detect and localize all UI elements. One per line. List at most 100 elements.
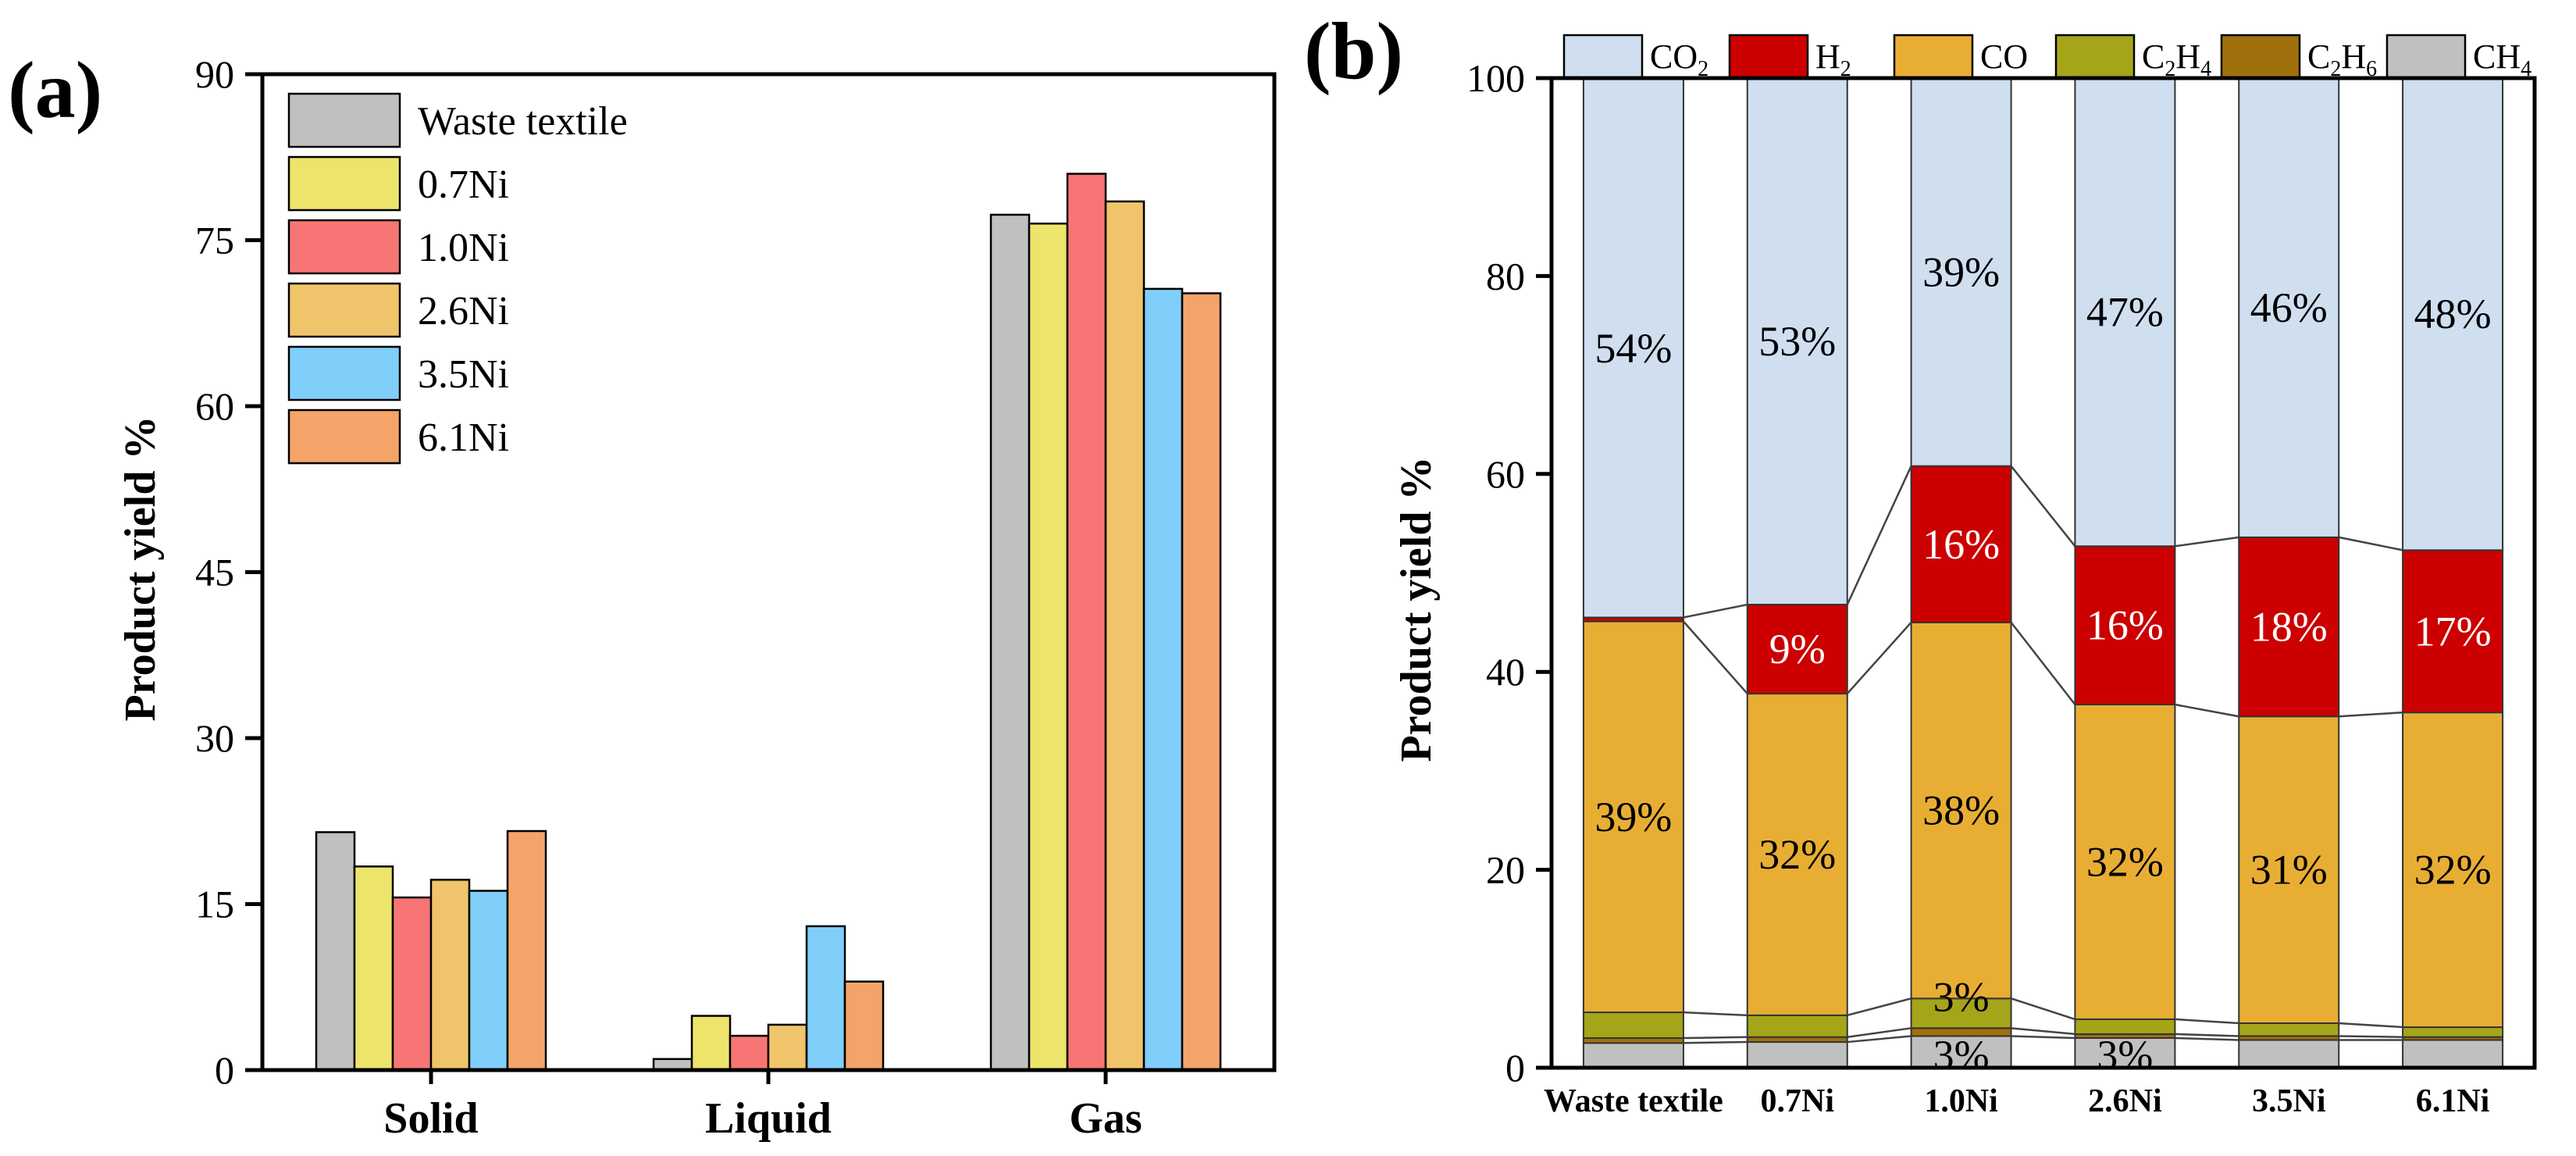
panel-a-legend-swatch <box>287 92 401 148</box>
panel-a-bar-2-6ni-solid <box>429 879 471 1072</box>
panel-b-percent-label: 48% <box>2414 291 2492 337</box>
panel-a-legend-label: 0.7Ni <box>418 162 509 207</box>
panel-a-y-tick-label: 90 <box>195 52 234 96</box>
panel-a-plot-frame <box>260 72 1277 1072</box>
panel-b-percent-label: 54% <box>1594 325 1672 372</box>
panel-a-bar-waste-textile-solid <box>315 831 356 1072</box>
panel-a-bar-1-0ni-liquid <box>729 1034 770 1072</box>
panel-b-percent-label: 3% <box>1933 973 1990 1020</box>
panel-b-connector-line <box>1683 603 1748 619</box>
panel-b-percent-label: 32% <box>1758 831 1836 878</box>
panel-b-connector-line <box>2175 1033 2239 1037</box>
panel-b-legend-swatch <box>2220 34 2301 80</box>
panel-b-connector-line <box>2339 536 2403 551</box>
panel-b-legend-label: CO2 <box>1650 37 1708 81</box>
panel-b-connector-line <box>2010 465 2076 548</box>
panel-b-segment-co-2 <box>1910 621 2012 1000</box>
panel-b-percent-label: 53% <box>1758 318 1836 365</box>
panel-b-percent-label: 32% <box>2086 838 2164 885</box>
panel-b-legend-swatch <box>1562 34 1644 80</box>
panel-b-segment-c2h4-1 <box>1746 1014 1848 1038</box>
panel-a-legend-swatch <box>287 282 401 338</box>
panel-b-connector-line <box>2010 622 2076 705</box>
panel-b-legend-swatch <box>2054 34 2136 80</box>
panel-b-label: (b) <box>1304 6 1403 96</box>
panel-b-legend-label: CH4 <box>2473 37 2531 81</box>
panel-b-segment-h2-1 <box>1746 604 1848 695</box>
panel-b-connector-line <box>1847 1027 1912 1038</box>
panel-a-y-axis-title: Product yield % <box>116 416 165 722</box>
panel-b-connector-line <box>1683 1040 1748 1044</box>
panel-b-y-tick-label: 0 <box>1505 1046 1525 1090</box>
panel-a-bar-waste-textile-gas <box>989 213 1031 1072</box>
panel-a-bar-2-6ni-gas <box>1104 200 1145 1072</box>
panel-b-connector-line <box>2175 703 2239 718</box>
panel-b-connector-line <box>1846 622 1912 694</box>
panel-b-y-tick-label: 80 <box>1486 254 1525 298</box>
panel-b-connector-lines <box>1682 465 2403 1044</box>
panel-b-percent-label: 3% <box>2097 1032 2153 1079</box>
panel-b-plot-frame <box>1549 76 2537 1070</box>
panel-b-connector-line <box>1846 466 1912 605</box>
panel-b-category-label: 2.6Ni <box>2088 1083 2162 1119</box>
panel-a-category-label: Solid <box>383 1094 478 1143</box>
panel-b-percent-label: 38% <box>1922 787 2000 834</box>
panel-b-percent-labels: 39% 54% 32% 9% 53% 3% 3% 38% 16% 39% 3% 32% 16% 47% 31… <box>1594 248 2491 1079</box>
panel-b-segment-c2h4-2 <box>1910 997 2012 1029</box>
panel-a-category-label: Gas <box>1069 1094 1142 1143</box>
panel-b-segment-co-4 <box>2238 715 2340 1024</box>
panel-a-bar-1-0ni-gas <box>1066 173 1107 1072</box>
panel-b-percent-label: 31% <box>2250 847 2328 894</box>
panel-a-bar-6-1ni-solid <box>506 830 547 1072</box>
panel-b-segment-co2-1 <box>1746 77 1848 606</box>
panel-b-connector-line <box>2011 1035 2075 1040</box>
panel-b-percent-label: 46% <box>2250 284 2328 331</box>
panel-a-bar-3-5ni-solid <box>468 890 509 1072</box>
panel-b-y-tick-label: 100 <box>1466 56 1525 100</box>
panel-b-percent-label: 16% <box>2086 602 2164 649</box>
panel-b-segment-co-5 <box>2402 712 2504 1029</box>
panel-b-segment-co-1 <box>1746 693 1848 1016</box>
panel-b-segment-h2-3 <box>2074 545 2176 706</box>
panel-a-y-tick-label: 45 <box>195 551 234 594</box>
panel-b-legend-swatch <box>1893 34 1974 80</box>
panel-b-legend: CO2 H2 CO C2H4 C2H6 CH4 <box>1562 34 2531 81</box>
panel-b-segment-h2-2 <box>1910 465 2012 623</box>
panel-a-bar-0-7ni-solid <box>353 865 394 1072</box>
panel-a-bar-6-1ni-liquid <box>843 980 885 1072</box>
panel-b-y-tick-label: 40 <box>1486 650 1525 694</box>
panel-b-legend-label: CO <box>1980 37 2028 76</box>
panel-a-legend-label: Waste textile <box>418 99 628 144</box>
panel-b-connector-line <box>2011 1027 2075 1036</box>
panel-b-ticks: 0 20 40 60 80 100 <box>1466 56 1552 1090</box>
panel-b-category-label: 6.1Ni <box>2416 1083 2490 1119</box>
panel-b-connector-line <box>2011 997 2075 1021</box>
panel-b-connector-line <box>2339 711 2403 718</box>
panel-a-bar-2-6ni-liquid <box>767 1023 808 1072</box>
panel-b-segment-ch4-4 <box>2238 1039 2340 1069</box>
panel-b-percent-label: 18% <box>2250 604 2328 651</box>
panel-b-stacked-bars <box>1582 77 2504 1069</box>
panel-a-category-labels: Solid Liquid Gas <box>383 1070 1142 1143</box>
panel-a-bar-3-5ni-gas <box>1142 287 1184 1072</box>
panel-b-segment-co2-0 <box>1582 78 1684 619</box>
panel-b-connector-line <box>2175 1018 2239 1025</box>
panel-a-legend-label: 2.6Ni <box>418 289 509 334</box>
panel-b-segment-c2h4-5 <box>2402 1026 2504 1038</box>
panel-b-segment-co-3 <box>2074 704 2176 1020</box>
panel-b-legend-swatch <box>2385 34 2467 80</box>
panel-a-y-tick-label: 75 <box>195 219 234 262</box>
panel-b-segment-co2-3 <box>2074 77 2176 548</box>
panel-b-connector-line <box>1847 1035 1912 1044</box>
panel-b-connector-line <box>2339 1022 2403 1029</box>
panel-b-y-axis-title: Product yield % <box>1392 457 1441 762</box>
panel-b-segment-ch4-5 <box>2402 1039 2504 1069</box>
panel-b-y-tick-label: 60 <box>1486 452 1525 496</box>
panel-b-percent-label: 9% <box>1769 626 1826 673</box>
panel-a-bar-6-1ni-gas <box>1181 292 1222 1072</box>
panel-b-segment-co2-5 <box>2402 77 2504 551</box>
panel-a-legend: Waste textile 0.7Ni 1.0Ni 2.6Ni 3.5Ni 6.1Ni <box>287 92 628 465</box>
panel-b-category-label: 3.5Ni <box>2252 1083 2326 1119</box>
panel-b-category-labels: Waste textile 0.7Ni 1.0Ni 2.6Ni 3.5Ni 6.1Ni <box>1544 1083 2490 1119</box>
